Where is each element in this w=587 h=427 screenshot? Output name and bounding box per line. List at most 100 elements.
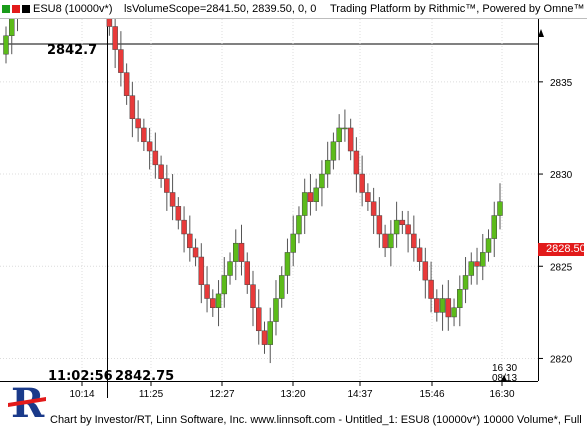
candle-body bbox=[284, 252, 291, 276]
candle-body bbox=[347, 127, 354, 152]
candle-body bbox=[491, 215, 498, 239]
candle-body bbox=[267, 321, 273, 345]
time-axis-labels: 10:14 11:25 12:27 13:20 14:37 15:46 16:30 bbox=[69, 381, 515, 400]
candle-body bbox=[411, 233, 417, 249]
candle-body bbox=[118, 49, 124, 73]
candle-body bbox=[233, 242, 239, 262]
candle-body bbox=[290, 233, 296, 253]
candle-body bbox=[468, 261, 475, 276]
candle-body bbox=[428, 279, 434, 299]
time-tick-label: 10:14 bbox=[69, 389, 94, 400]
price-tick-label: 2825 bbox=[550, 262, 573, 273]
status-squares bbox=[2, 0, 32, 18]
time-marker-arrow-icon bbox=[501, 375, 507, 381]
candle-body bbox=[405, 224, 411, 235]
candle-body bbox=[365, 192, 371, 202]
last-price-tag: 2828.50 bbox=[538, 243, 586, 256]
candle-body bbox=[474, 261, 480, 267]
logo-swoosh bbox=[8, 397, 46, 407]
time-tick-label: 11:25 bbox=[139, 389, 164, 400]
candle-body bbox=[255, 307, 262, 332]
candle-body bbox=[210, 298, 216, 308]
crosshair-price-label: 2842.75 bbox=[115, 369, 175, 384]
candle-body bbox=[445, 298, 452, 318]
black-square-icon bbox=[22, 5, 30, 14]
price-chart[interactable]: 28202825283028352840 10:1411:2512:2713:2… bbox=[0, 19, 587, 400]
footer-bar: Chart by Investor/RT, Linn Software, Inc… bbox=[0, 400, 587, 427]
candle-body bbox=[497, 201, 503, 216]
time-tick-label: 16:30 bbox=[489, 389, 514, 400]
crosshair-top-value: 2842.7 bbox=[47, 43, 98, 58]
candle-body bbox=[123, 72, 130, 96]
candle-body bbox=[106, 19, 113, 27]
red-square-icon bbox=[12, 5, 20, 14]
study-label: lsVolumeScope=2841.50, 2839.50, 0, 0 bbox=[124, 3, 317, 15]
candle-body bbox=[278, 275, 285, 299]
candle-body bbox=[204, 284, 210, 299]
investor-rt-logo-icon: R bbox=[8, 381, 46, 425]
candle-body bbox=[434, 298, 440, 313]
candle-body bbox=[359, 173, 365, 193]
candle-body bbox=[376, 215, 383, 235]
candle-body bbox=[307, 192, 314, 202]
footer-credit: Chart by Investor/RT, Linn Software, Inc… bbox=[50, 414, 582, 426]
time-marker-line1: 16 30 bbox=[492, 363, 518, 374]
time-marker-line2: 08/13 bbox=[492, 373, 518, 384]
candle-body bbox=[164, 178, 170, 193]
candle-body bbox=[336, 127, 342, 143]
candle-body bbox=[112, 26, 118, 50]
candle-body bbox=[169, 192, 176, 207]
grid-lines bbox=[0, 19, 538, 381]
candle-body bbox=[301, 192, 308, 216]
candle-body bbox=[296, 215, 302, 235]
candle-body bbox=[370, 201, 377, 216]
candle-body bbox=[3, 35, 9, 55]
time-tick-label: 14:37 bbox=[347, 389, 372, 400]
candle-body bbox=[221, 275, 228, 295]
candle-body bbox=[399, 219, 406, 226]
price-tick-label: 2820 bbox=[550, 354, 573, 365]
price-axis-panel[interactable] bbox=[538, 19, 587, 400]
candle-body bbox=[342, 127, 348, 130]
scroll-up-arrow-icon[interactable] bbox=[538, 29, 544, 37]
price-axis-labels: 28202825283028352840 bbox=[538, 78, 573, 365]
candle-body bbox=[330, 141, 337, 161]
candle-body bbox=[273, 298, 279, 322]
candle-body bbox=[238, 242, 245, 262]
chart-title-bar: ESU8 (10000v*) lsVolumeScope=2841.50, 28… bbox=[0, 0, 587, 19]
candle-body bbox=[261, 330, 268, 345]
candle-body bbox=[244, 261, 251, 285]
candle-body bbox=[480, 252, 486, 267]
candle-body bbox=[416, 247, 423, 262]
candle-body bbox=[192, 247, 199, 258]
candle-body bbox=[250, 284, 256, 308]
candles bbox=[3, 19, 503, 364]
candle-body bbox=[382, 233, 388, 249]
symbol-label: ESU8 (10000v*) bbox=[33, 3, 113, 15]
price-tick-label: 2835 bbox=[550, 78, 573, 89]
candle-body bbox=[8, 19, 15, 36]
candle-body bbox=[319, 173, 325, 189]
candle-body bbox=[158, 164, 164, 179]
candle-body bbox=[146, 141, 153, 152]
price-tick-label: 2830 bbox=[550, 170, 573, 181]
platform-label: Trading Platform by Rithmic™, Powered by… bbox=[330, 3, 585, 15]
time-tick-label: 15:46 bbox=[419, 389, 444, 400]
green-square-icon bbox=[2, 5, 10, 14]
candle-body bbox=[388, 233, 394, 249]
candle-body bbox=[324, 159, 331, 175]
candle-body bbox=[198, 256, 205, 285]
candle-body bbox=[129, 95, 136, 119]
crosshair-time-label: 11:02:56 bbox=[48, 369, 113, 384]
candle-body bbox=[439, 298, 446, 313]
candle-body bbox=[451, 307, 457, 318]
candle-body bbox=[313, 187, 319, 202]
candle-body bbox=[227, 261, 233, 276]
time-marker: 16 30 08/13 bbox=[492, 364, 517, 384]
candle-body bbox=[152, 150, 159, 166]
candle-body bbox=[457, 289, 463, 308]
candle-body bbox=[181, 219, 187, 235]
candle-body bbox=[462, 275, 469, 290]
candle-body bbox=[135, 118, 141, 129]
candle-body bbox=[353, 150, 360, 175]
